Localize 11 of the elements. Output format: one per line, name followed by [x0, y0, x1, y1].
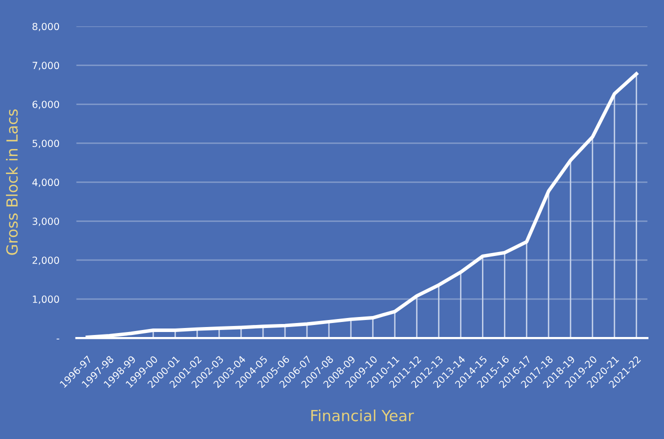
y-tick-label: - [56, 338, 60, 340]
y-tick-label: 7,000 [32, 62, 60, 70]
y-tick-label: 8,000 [32, 22, 60, 32]
y-tick-label: 5,000 [32, 140, 60, 148]
y-tick-label: 1,000 [32, 296, 60, 304]
x-axis-title: Financial Year [311, 410, 414, 422]
y-axis-title: Gross Block in Lacs [6, 109, 18, 255]
y-tick-label: 4,000 [32, 178, 60, 188]
y-tick-label: 6,000 [32, 100, 60, 110]
y-tick-label: 2,000 [32, 256, 60, 265]
y-tick-label: 3,000 [32, 218, 60, 226]
